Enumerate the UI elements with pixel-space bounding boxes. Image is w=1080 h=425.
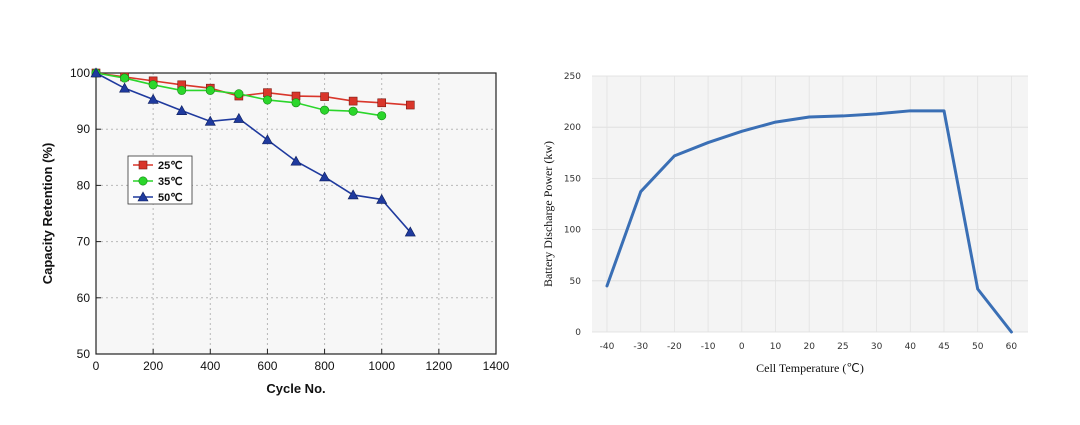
data-point: [706, 141, 710, 144]
data-point: [204, 115, 216, 126]
data-point: [177, 85, 187, 95]
data-point: [808, 115, 811, 119]
x-axis-title: Cell Temperature (℃): [756, 361, 864, 375]
x-tick-label: 800: [315, 359, 335, 373]
x-tick-label: 10: [770, 342, 782, 352]
plot-area: [96, 73, 496, 354]
series-line-2: [95, 72, 411, 233]
data-point: [347, 189, 359, 200]
series-2: [90, 67, 416, 237]
x-tick-label: -10: [701, 342, 716, 352]
legend-label: 50℃: [158, 192, 183, 204]
x-tick-label: 0: [739, 342, 745, 352]
x-tick-label: 1000: [368, 359, 395, 373]
x-tick-label: 20: [803, 342, 815, 352]
capacity-retention-svg: 0 200 400 600 800 1000 1200 1400 50 60 70 80 90 100 Cy…: [40, 66, 510, 396]
x-tick-label: 1400: [483, 359, 510, 373]
capacity-retention-chart: 0 200 400 600 800 1000 1200 1400 50 60 70 80 90 100 Cy…: [40, 66, 510, 396]
y-tick-label: 80: [77, 178, 91, 192]
legend: 25℃ 35℃ 50℃: [127, 155, 193, 205]
data-point: [774, 120, 777, 124]
series-1: [91, 68, 387, 121]
y-tick-label: 150: [564, 174, 581, 184]
data-point: [262, 95, 272, 105]
data-point: [673, 154, 676, 158]
data-point: [90, 67, 102, 78]
data-point: [841, 114, 845, 118]
data-point: [319, 171, 331, 182]
data-point: [605, 284, 609, 288]
x-tick-label: -20: [667, 342, 682, 352]
x-tick-label: 1200: [426, 359, 453, 373]
y-tick-label: 250: [564, 72, 581, 82]
legend-marker-2: [137, 191, 149, 202]
x-tick-label: 0: [93, 359, 100, 373]
plot-area: [592, 76, 1028, 332]
data-point: [942, 109, 946, 113]
y-tick-label: 50: [570, 277, 582, 287]
x-tick-label: 45: [938, 342, 949, 352]
data-point: [205, 85, 215, 95]
data-point: [119, 82, 131, 93]
x-axis-title: Cycle No.: [266, 381, 325, 396]
series-line-0: [95, 72, 411, 106]
data-point: [377, 98, 387, 108]
data-point: [120, 73, 130, 83]
data-point: [875, 112, 878, 116]
data-point: [376, 193, 388, 204]
data-point: [148, 80, 158, 90]
x-tick-label: 30: [871, 342, 883, 352]
y-axis-title: Battery Discharge Power (kw): [541, 141, 555, 287]
y-tick-label: 90: [77, 122, 91, 136]
x-tick-label: 25: [837, 342, 848, 352]
x-tick-label: 200: [143, 359, 163, 373]
x-tick-label: 400: [200, 359, 220, 373]
data-point: [147, 93, 159, 104]
x-tick-label: 50: [972, 342, 984, 352]
y-tick-label: 100: [564, 226, 581, 236]
legend-marker-1: [138, 176, 148, 186]
data-point: [377, 111, 387, 121]
y-tick-label: 100: [70, 66, 90, 80]
x-tick-label: 60: [1006, 342, 1018, 352]
data-point: [404, 226, 416, 237]
data-point: [639, 190, 642, 193]
y-tick-label: 200: [564, 123, 581, 133]
x-tick-label: -40: [600, 342, 615, 352]
x-tick-label: 600: [257, 359, 277, 373]
data-point: [909, 109, 912, 113]
data-point: [261, 134, 273, 145]
data-point: [290, 155, 302, 166]
data-point: [405, 100, 415, 110]
plot-frame: [95, 72, 497, 355]
legend-label: 35℃: [158, 176, 183, 188]
x-tick-label: -30: [633, 342, 648, 352]
y-axis-title: Capacity Retention (%): [40, 143, 55, 285]
data-point: [234, 89, 244, 99]
data-point: [740, 130, 743, 133]
discharge-power-svg: 0 50 100 150 200 250 -40 -30 -20 -10 0 10 20 25 30 40 45…: [541, 72, 1028, 375]
data-point: [348, 106, 358, 116]
y-tick-label: 0: [575, 328, 581, 338]
data-point: [320, 105, 330, 115]
legend-label: 25℃: [158, 160, 183, 172]
y-tick-label: 50: [77, 347, 91, 361]
data-point: [320, 92, 329, 101]
data-point: [291, 98, 301, 108]
data-point: [348, 96, 358, 106]
data-point: [976, 287, 979, 291]
data-point: [233, 112, 245, 123]
legend-marker-0: [138, 160, 148, 170]
y-tick-label: 60: [77, 291, 91, 305]
discharge-power-chart: 0 50 100 150 200 250 -40 -30 -20 -10 0 10 20 25 30 40 45…: [540, 0, 1080, 425]
data-point: [176, 105, 188, 115]
x-tick-label: 40: [905, 342, 917, 352]
y-tick-label: 70: [77, 235, 91, 249]
data-point: [263, 88, 272, 97]
data-point: [1010, 330, 1013, 334]
